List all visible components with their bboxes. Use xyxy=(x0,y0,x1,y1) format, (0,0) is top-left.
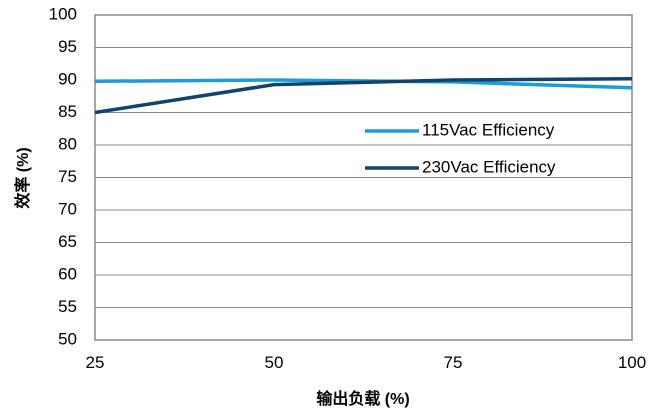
y-tick-label: 70 xyxy=(58,199,77,218)
x-axis-ticks: 25 50 75 100 xyxy=(86,353,647,372)
y-tick-label: 80 xyxy=(58,134,77,153)
y-tick-label: 95 xyxy=(58,37,77,56)
legend-label: 115Vac Efficiency xyxy=(422,120,555,139)
x-tick-label: 50 xyxy=(265,353,284,372)
y-tick-label: 55 xyxy=(58,297,77,316)
x-tick-label: 75 xyxy=(444,353,463,372)
x-axis-title: 输出负载 (%) xyxy=(316,389,409,408)
grid-lines xyxy=(95,14,632,341)
y-tick-label: 90 xyxy=(58,69,77,88)
legend: 115Vac Efficiency 230Vac Efficiency xyxy=(365,120,556,176)
y-tick-label: 65 xyxy=(58,232,77,251)
x-tick-label: 100 xyxy=(618,353,646,372)
x-tick-label: 25 xyxy=(86,353,105,372)
y-tick-label: 60 xyxy=(58,264,77,283)
y-tick-label: 85 xyxy=(58,102,77,121)
y-tick-label: 100 xyxy=(49,4,77,23)
y-axis-title: 效率 (%) xyxy=(13,147,32,208)
legend-label: 230Vac Efficiency xyxy=(422,157,556,176)
y-tick-label: 75 xyxy=(58,167,77,186)
y-axis-ticks: 50 55 60 65 70 75 80 85 90 95 100 xyxy=(49,4,77,348)
plot-area-border xyxy=(94,14,633,341)
series-line-2 xyxy=(94,76,633,115)
y-tick-label: 50 xyxy=(58,329,77,348)
series-lines xyxy=(94,76,633,115)
